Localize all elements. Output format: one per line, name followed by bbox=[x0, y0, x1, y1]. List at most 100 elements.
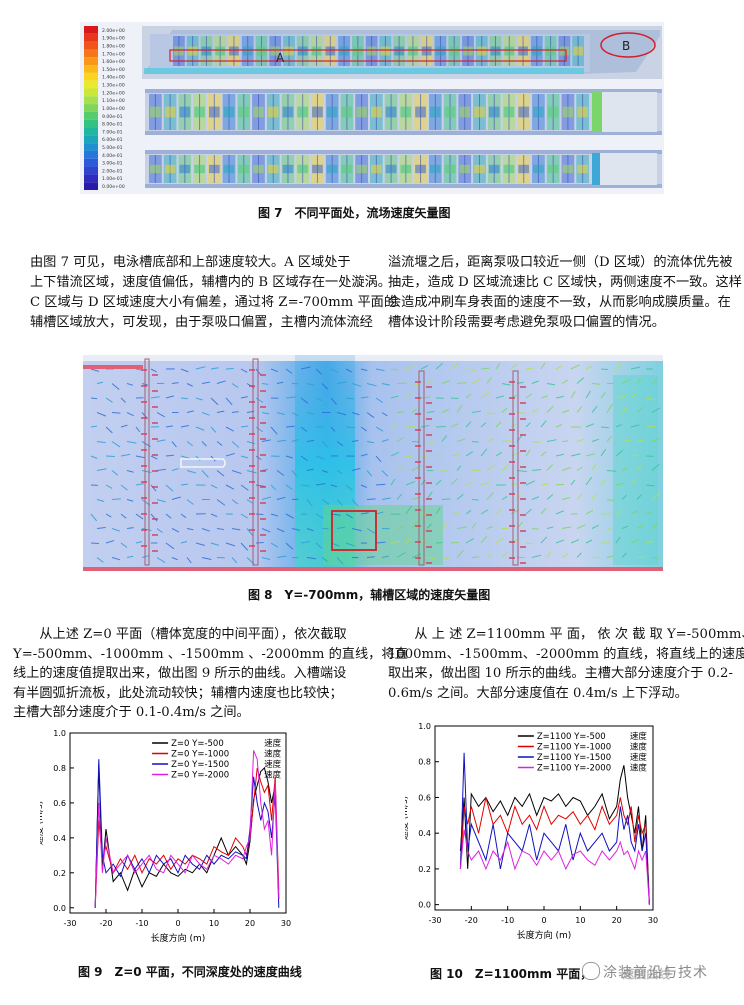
text-line: 从 上 述 Z=1100mm 平 面， 依 次 截 取 Y=-500mm、- bbox=[388, 627, 744, 642]
series-line bbox=[94, 764, 280, 908]
series-line bbox=[94, 759, 280, 908]
y-tick-label: 0.8 bbox=[418, 758, 431, 767]
legend-swatch bbox=[84, 135, 98, 144]
series-line bbox=[94, 750, 280, 908]
y-axis-label: 速度 (m/s) bbox=[40, 801, 45, 845]
legend-swatch bbox=[84, 26, 98, 34]
x-tick-label: 0 bbox=[541, 916, 546, 925]
legend-value: 1.70e+00 bbox=[102, 51, 125, 57]
body-paragraph-2-left: 从上述 Z=0 平面（槽体宽度的中间平面），依次截取 Y=-500mm、-100… bbox=[13, 625, 408, 723]
x-tick-label: -10 bbox=[135, 919, 148, 928]
text-line: 槽体设计阶段需要考虑避免泵吸口偏置的情况。 bbox=[388, 315, 665, 330]
legend-entry: Z=1100 Y=-500 bbox=[537, 732, 606, 742]
x-axis-label: 长度方向 (m) bbox=[517, 929, 572, 941]
figure-10-chart: -30 -20 -10 0 10 20 30 0.0 0.2 0.4 0.6 0.8 1.0 长度方向 (… bbox=[405, 722, 658, 941]
legend-value: 1.50e+00 bbox=[102, 67, 125, 73]
figure-7: 2.00e+00 1.90e+00 1.80e+00 1.70e+00 1.60e+00… bbox=[80, 22, 664, 194]
y-tick-label: 0.4 bbox=[418, 829, 431, 838]
legend-value: 1.00e-01 bbox=[102, 176, 123, 182]
series-line bbox=[459, 829, 650, 905]
legend-suffix: 速度 bbox=[630, 742, 648, 753]
legend-value: 3.00e-01 bbox=[102, 161, 123, 167]
x-tick-label: -10 bbox=[501, 916, 514, 925]
legend-suffix: 速度 bbox=[264, 738, 282, 749]
legend-suffix: 速度 bbox=[264, 749, 282, 760]
figure-7-graphic: 2.00e+00 1.90e+001.80e+00 1.70e+00 1.60e+00… bbox=[80, 22, 664, 194]
legend-entry: Z=0 Y=-2000 bbox=[171, 771, 229, 781]
y-tick-label: 0.6 bbox=[418, 793, 431, 802]
legend-swatch bbox=[84, 150, 98, 159]
legend-suffix: 速度 bbox=[630, 731, 648, 742]
series-line bbox=[459, 752, 650, 905]
text-line: 取出来，做出图 10 所示的曲线。主槽大部分速度介于 0.2- bbox=[388, 666, 733, 681]
watermark-text: 涂装前沿与技术 bbox=[603, 965, 708, 981]
series-line bbox=[459, 797, 650, 905]
x-tick-label: 20 bbox=[245, 919, 255, 928]
legend-value: 1.10e+00 bbox=[102, 98, 125, 104]
figure-8 bbox=[83, 355, 663, 571]
legend-value: 2.00e-01 bbox=[102, 168, 123, 174]
body-paragraph-1-right: 溢流堰之后，距离泵吸口较近一侧（D 区域）的流体优先被 抽走，造成 D 区域流速… bbox=[388, 253, 742, 333]
y-tick-label: 1.0 bbox=[53, 729, 66, 738]
x-tick-label: 20 bbox=[612, 916, 622, 925]
figure-10-caption-head: 图 10 Z=1100mm 平面， bbox=[430, 967, 593, 981]
legend-swatch bbox=[84, 127, 98, 136]
y-tick-label: 0.6 bbox=[53, 799, 66, 808]
region-b-label: B bbox=[622, 39, 630, 53]
tank-top-view-panel: A B bbox=[142, 26, 662, 79]
text-line: Y=-500mm、-1000mm 、-1500mm 、-2000mm 的直线，将… bbox=[13, 646, 408, 662]
y-tick-label: 0.0 bbox=[418, 901, 431, 910]
legend-swatch bbox=[84, 65, 98, 73]
legend-swatch bbox=[84, 80, 98, 89]
series-line bbox=[94, 767, 280, 908]
x-tick-label: 30 bbox=[648, 916, 658, 925]
legend-swatch bbox=[84, 182, 98, 190]
figure-8-caption: 图 8 Y=-700mm，辅槽区域的速度矢量图 bbox=[248, 588, 491, 602]
legend-swatch bbox=[84, 104, 98, 112]
legend-value: 2.00e+00 bbox=[102, 28, 125, 34]
legend-value: 0.00e+00 bbox=[102, 184, 125, 190]
text-line: 0.6m/s 之间。大部分速度值在 0.4m/s 上下浮动。 bbox=[388, 685, 688, 701]
legend-value: 4.00e-01 bbox=[102, 153, 123, 159]
legend-value: 7.00e-01 bbox=[102, 129, 123, 135]
body-paragraph-1-left: 由图 7 可见，电泳槽底部和上部速度较大。A 区域处于 上下错流区域，速度值偏低… bbox=[30, 253, 397, 333]
legend-value: 1.80e+00 bbox=[102, 43, 125, 49]
legend-swatch bbox=[84, 174, 98, 183]
x-tick-label: -20 bbox=[99, 919, 112, 928]
legend-entry: Z=0 Y=-1000 bbox=[171, 750, 229, 760]
legend-value: 1.00e+00 bbox=[102, 106, 125, 112]
text-line: 辅槽区域放大，可发现，由于泵吸口偏置，主槽内流体流经 bbox=[30, 315, 373, 330]
legend-swatch bbox=[84, 33, 98, 42]
tank-section-panel-3 bbox=[145, 150, 662, 188]
legend-swatch bbox=[84, 111, 98, 120]
x-tick-label: 10 bbox=[209, 919, 219, 928]
x-tick-label: -30 bbox=[63, 919, 76, 928]
figure-7-caption: 图 7 不同平面处，流场速度矢量图 bbox=[258, 206, 451, 220]
legend-entry: Z=0 Y=-1500 bbox=[171, 760, 229, 770]
legend-value: 8.00e-01 bbox=[102, 122, 123, 128]
text-line: 抽走，造成 D 区域流速比 C 区域快，两侧速度不一致。这样 bbox=[388, 275, 742, 290]
legend-swatch bbox=[84, 143, 98, 151]
legend-value: 1.90e+00 bbox=[102, 36, 125, 42]
region-a-box bbox=[169, 49, 567, 62]
legend-suffix: 速度 bbox=[630, 752, 648, 763]
x-tick-label: 10 bbox=[575, 916, 585, 925]
y-tick-label: 0.8 bbox=[53, 764, 66, 773]
legend-swatch bbox=[84, 158, 98, 167]
wechat-icon bbox=[582, 962, 600, 980]
legend-value: 1.40e+00 bbox=[102, 75, 125, 81]
legend-entry: Z=1100 Y=-1000 bbox=[537, 743, 611, 753]
legend-entry: Z=1100 Y=-2000 bbox=[537, 764, 611, 774]
legend-value: 6.00e-01 bbox=[102, 137, 123, 143]
text-line: 线上的速度值提取出来，做出图 9 所示的曲线。入槽端设 bbox=[13, 666, 347, 681]
legend-value: 1.30e+00 bbox=[102, 83, 125, 89]
x-tick-label: 0 bbox=[175, 919, 180, 928]
legend-value: 1.20e+00 bbox=[102, 90, 125, 96]
legend-swatch bbox=[84, 88, 98, 97]
x-axis-label: 长度方向 (m) bbox=[151, 932, 206, 944]
legend-suffix: 速度 bbox=[264, 770, 282, 781]
text-line: 有半圆弧折流板，此处流动较快；辅槽内速度也比较快； bbox=[13, 685, 343, 701]
text-line: 溢流堰之后，距离泵吸口较近一侧（D 区域）的流体优先被 bbox=[388, 255, 733, 270]
y-tick-label: 0.4 bbox=[53, 834, 66, 843]
